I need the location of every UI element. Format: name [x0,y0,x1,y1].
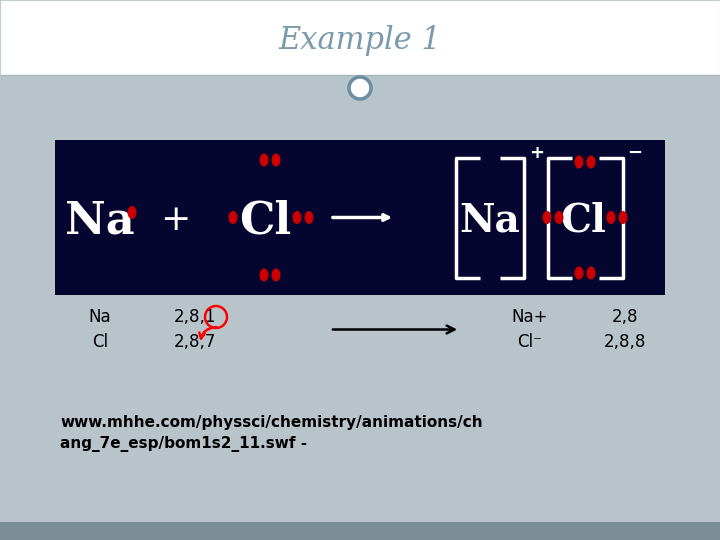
Ellipse shape [554,211,564,224]
Text: Na: Na [66,199,135,242]
Ellipse shape [587,267,595,280]
Ellipse shape [271,268,281,281]
Text: Na: Na [459,201,521,240]
Bar [0,522,720,540]
Ellipse shape [305,211,313,224]
Ellipse shape [606,211,616,224]
Bar [0,0,720,75]
Ellipse shape [259,268,269,281]
Ellipse shape [292,211,302,224]
Text: +: + [529,144,544,162]
Text: Cl: Cl [560,201,606,240]
Text: +: + [160,204,190,238]
Text: 2,8: 2,8 [612,308,638,326]
Ellipse shape [575,267,583,280]
Bar [0,75,720,540]
Text: Na+: Na+ [512,308,548,326]
Bar [55,140,665,295]
Ellipse shape [542,211,552,224]
Text: Na: Na [89,308,112,326]
Ellipse shape [618,211,628,224]
Text: 2,8,1: 2,8,1 [174,308,216,326]
Ellipse shape [228,211,238,224]
Ellipse shape [127,206,137,219]
Ellipse shape [575,156,583,168]
Text: Cl: Cl [92,333,108,351]
Text: Cl: Cl [239,199,291,242]
Text: Cl⁻: Cl⁻ [518,333,542,351]
Text: www.mhhe.com/physsci/chemistry/animations/ch
ang_7e_esp/bom1s2_11.swf -: www.mhhe.com/physsci/chemistry/animation… [60,415,482,452]
Text: Example 1: Example 1 [279,24,441,56]
Ellipse shape [271,153,281,166]
Text: 2,8,7: 2,8,7 [174,333,216,351]
Ellipse shape [587,156,595,168]
Text: −: − [628,144,643,162]
Ellipse shape [259,153,269,166]
Circle shape [349,77,371,99]
Text: 2,8,8: 2,8,8 [604,333,646,351]
